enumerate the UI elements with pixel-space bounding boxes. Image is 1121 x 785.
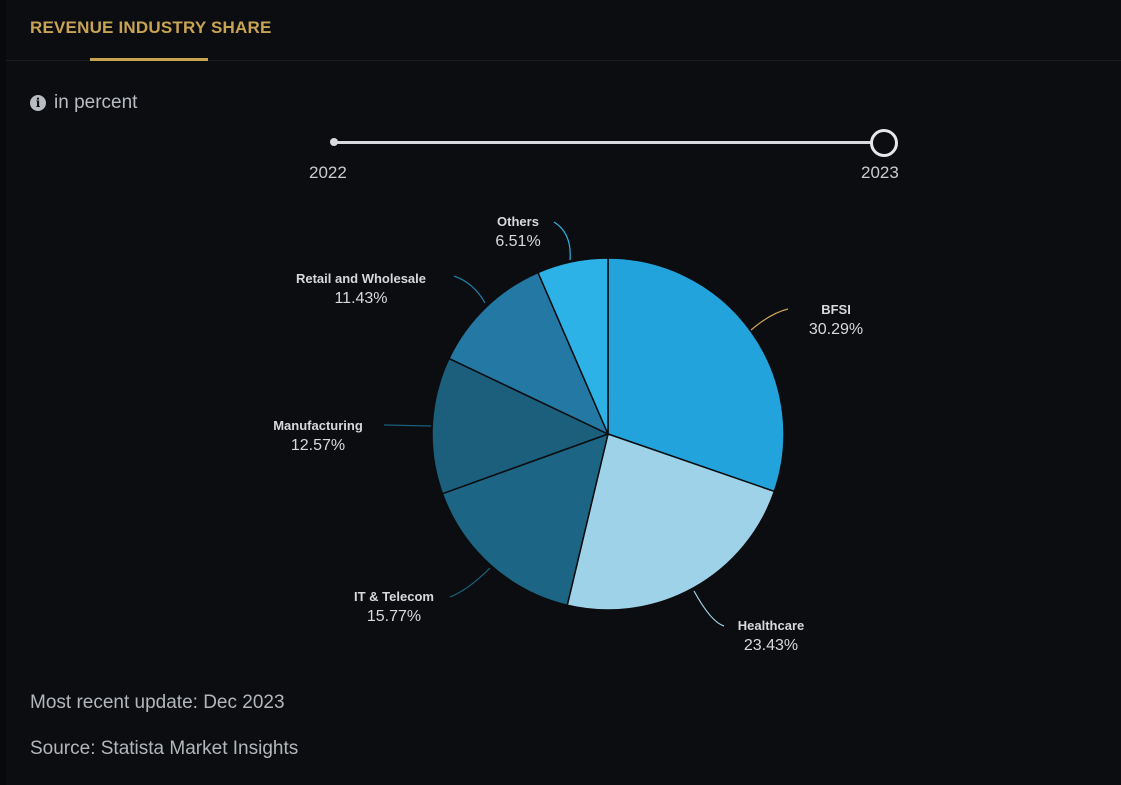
slice-label-others: Others — [497, 214, 539, 229]
unit-label: in percent — [54, 92, 138, 113]
pie-slice-bfsi[interactable] — [607, 257, 785, 493]
leader-line-it-telecom — [449, 567, 491, 598]
pie-slice-retail-and-wholesale[interactable] — [448, 271, 610, 436]
year-slider-track[interactable] — [334, 141, 872, 144]
pie-slice-healthcare[interactable] — [566, 433, 776, 611]
pie-slice-others[interactable] — [537, 257, 609, 435]
tab-revenue-industry-share[interactable]: REVENUE INDUSTRY SHARE — [30, 18, 272, 37]
slice-label-healthcare: Healthcare — [738, 618, 804, 633]
slice-value-healthcare: 23.43% — [744, 637, 798, 654]
leader-line-healthcare — [693, 590, 725, 627]
leader-line-bfsi — [750, 308, 789, 331]
slice-value-retail-and-wholesale: 11.43% — [334, 290, 387, 307]
info-icon[interactable]: i — [30, 95, 46, 111]
tab-bar: REVENUE INDUSTRY SHARE — [6, 0, 1121, 61]
active-tab-indicator — [90, 58, 208, 61]
slice-label-manufacturing: Manufacturing — [273, 418, 363, 433]
year-label-start: 2022 — [309, 163, 347, 182]
slice-value-it-telecom: 15.77% — [367, 608, 421, 625]
slice-label-retail-and-wholesale: Retail and Wholesale — [296, 271, 426, 286]
update-note: Most recent update: Dec 2023 — [30, 692, 285, 713]
year-slider-handle[interactable] — [870, 129, 898, 157]
year-label-end: 2023 — [861, 163, 899, 182]
slice-label-bfsi: BFSI — [821, 302, 851, 317]
slice-label-it-telecom: IT & Telecom — [354, 589, 434, 604]
slice-value-bfsi: 30.29% — [809, 321, 863, 338]
leader-line-manufacturing — [383, 424, 432, 427]
leader-line-retail-and-wholesale — [453, 275, 486, 304]
source-note: Source: Statista Market Insights — [30, 738, 299, 759]
chart-panel: REVENUE INDUSTRY SHARE i in percent 2022… — [6, 0, 1121, 785]
year-slider-start-point[interactable] — [330, 138, 338, 146]
leader-line-others — [553, 221, 571, 261]
pie-chart: BFSI 30.29% Healthcare 23.43% IT & Telecom 15… — [273, 214, 863, 654]
pie-slice-it-telecom[interactable] — [441, 432, 610, 607]
slice-value-manufacturing: 12.57% — [291, 437, 345, 454]
unit-note: i in percent — [30, 92, 137, 114]
slice-value-others: 6.51% — [495, 233, 540, 250]
pie-slice-manufacturing[interactable] — [431, 357, 610, 495]
